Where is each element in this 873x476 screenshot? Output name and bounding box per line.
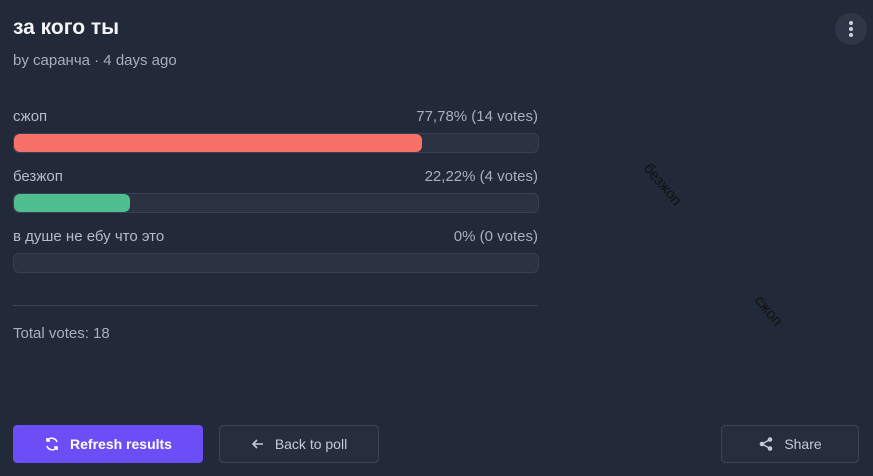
bar-track bbox=[13, 193, 539, 213]
divider bbox=[13, 305, 538, 306]
option-label: сжоп bbox=[13, 108, 48, 125]
refresh-icon bbox=[46, 437, 58, 451]
poll-title: за кого ты bbox=[13, 16, 120, 39]
option-result: 77,78% (14 votes) bbox=[416, 108, 538, 125]
byline: by саранча · 4 days ago bbox=[13, 52, 177, 69]
bar-track bbox=[13, 253, 539, 273]
button-label: Share bbox=[784, 436, 822, 452]
option-label: безжоп bbox=[13, 168, 63, 185]
bar-fill bbox=[14, 134, 422, 152]
arrow-icon bbox=[251, 439, 263, 449]
pie-chart: сжоп безжоп bbox=[640, 160, 786, 329]
button-label: Refresh results bbox=[70, 436, 172, 452]
share-icon bbox=[760, 437, 773, 451]
share-button[interactable]: Share bbox=[721, 425, 859, 463]
option-result: 0% (0 votes) bbox=[453, 228, 538, 245]
more-menu[interactable] bbox=[835, 13, 867, 45]
option-result: 22,22% (4 votes) bbox=[424, 168, 538, 185]
button-label: Back to poll bbox=[274, 436, 348, 452]
pie-label: сжоп bbox=[751, 292, 786, 329]
bar-fill bbox=[14, 194, 131, 212]
back-button[interactable]: Back to poll bbox=[219, 425, 379, 463]
total-votes: Total votes: 18 bbox=[13, 325, 110, 342]
refresh-button[interactable]: Refresh results bbox=[13, 425, 203, 463]
pie-label: безжоп bbox=[640, 160, 685, 209]
option-label: в душе не ебу что это bbox=[13, 228, 165, 245]
bar-track bbox=[13, 133, 539, 153]
